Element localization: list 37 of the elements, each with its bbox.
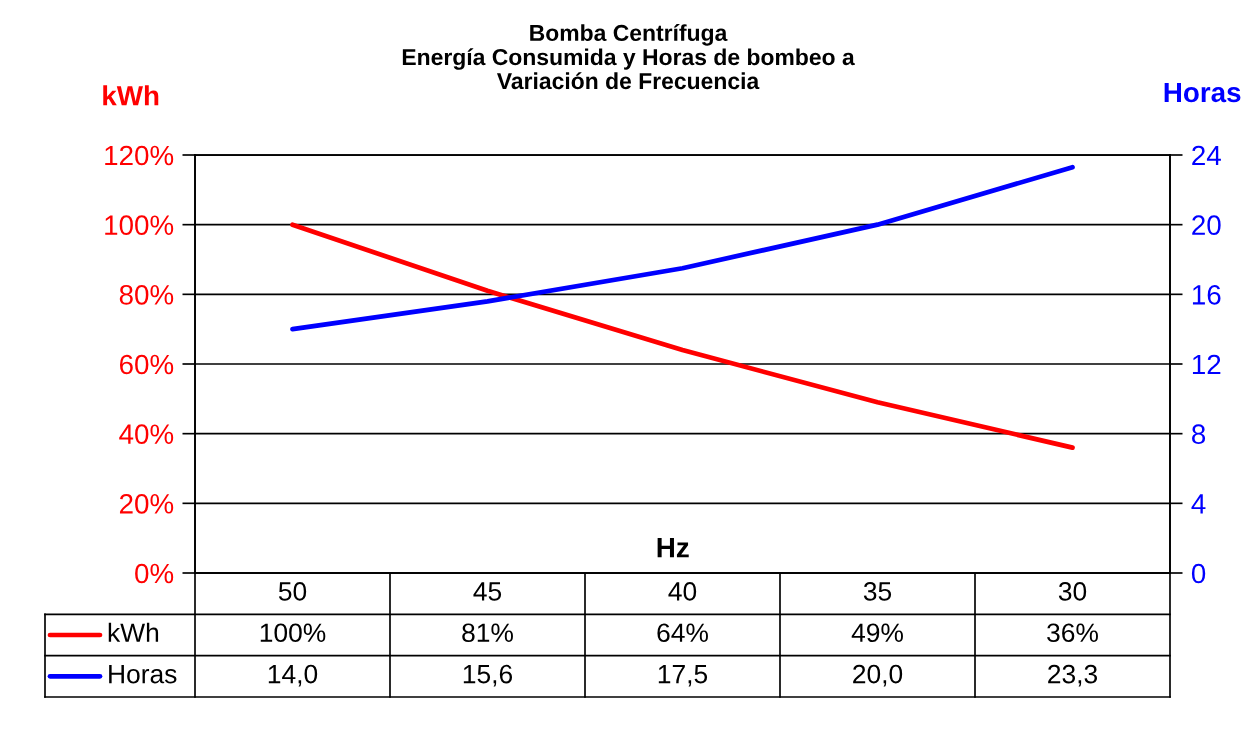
y2-axis-title: Horas: [1164, 82, 1241, 103]
chart-title: Bomba Centrífuga Energía Consumida y Horas de bombeo a Variación de Frecuencia: [402, 24, 855, 90]
y-tick-label: 100%: [105, 215, 174, 236]
x-axis-title: Hz: [657, 538, 689, 558]
y-tick-label: 40%: [119, 424, 174, 445]
data-label: 81%: [462, 623, 513, 643]
data-label: 100%: [260, 623, 326, 643]
line-series: [290, 164, 1075, 332]
y-axis-title: kWh: [103, 85, 159, 106]
y2-tick-label: 16: [1192, 285, 1221, 305]
y2-tick-label: 0: [1191, 563, 1206, 584]
y-tick-label: 60%: [119, 354, 174, 375]
x-tick-label: 40: [668, 582, 697, 601]
x-tick-label: 30: [1058, 582, 1087, 601]
legend-label: Horas: [109, 665, 177, 684]
data-label: 15,6: [463, 664, 513, 687]
data-label: 14,0: [268, 664, 318, 687]
x-tick-label: 45: [473, 582, 502, 601]
y2-tick-label: 12: [1192, 354, 1221, 375]
data-label: 49%: [851, 623, 903, 643]
y2-tick-label: 24: [1192, 145, 1221, 166]
data-label: 17,5: [658, 665, 708, 687]
x-tick-label: 50: [278, 582, 307, 601]
y2-tick-label: 4: [1191, 494, 1206, 514]
line-series: [290, 222, 1075, 450]
legend-label: kWh: [108, 622, 159, 642]
y2-tick-label: 8: [1192, 424, 1206, 445]
y2-tick-label: 20: [1192, 215, 1221, 236]
data-label: 23,3: [1048, 664, 1098, 687]
x-tick-label: 35: [863, 582, 892, 601]
y-tick-label: 0%: [135, 563, 174, 584]
data-label: 36%: [1047, 623, 1098, 643]
y-tick-label: 80%: [119, 285, 174, 305]
y-tick-label: 120%: [105, 145, 174, 166]
y-tick-label: 20%: [119, 494, 174, 514]
data-label: 64%: [657, 623, 708, 643]
data-label: 20,0: [853, 664, 903, 687]
